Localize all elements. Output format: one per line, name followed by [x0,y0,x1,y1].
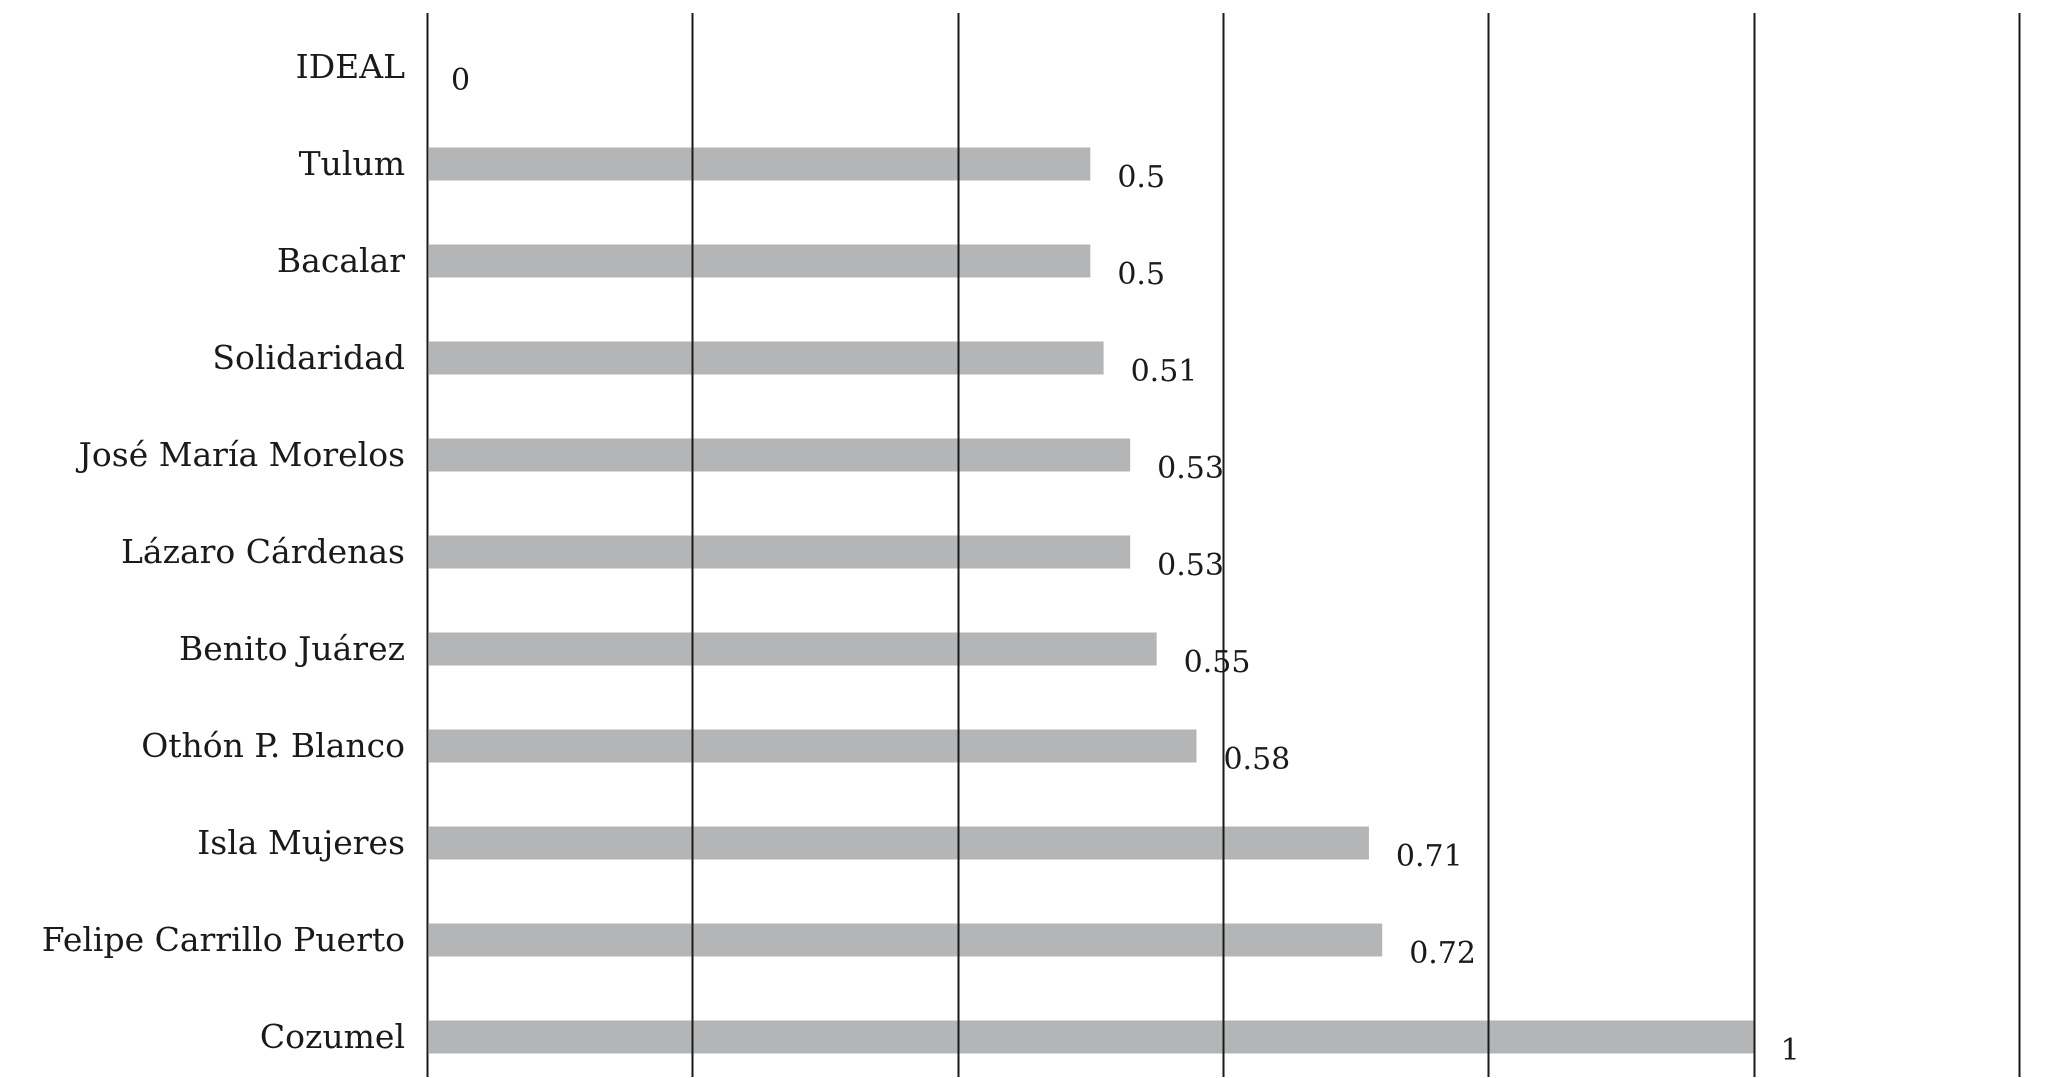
value-label: 0.72 [1409,936,1476,971]
bar [429,438,1131,472]
category-label: Benito Juárez [179,629,405,668]
value-label: 1 [1781,1033,1800,1068]
value-label: 0.51 [1131,354,1198,389]
value-label: 0.53 [1157,451,1224,486]
bar [429,826,1369,860]
bar [429,535,1131,569]
value-label: 0.71 [1396,839,1463,874]
value-label: 0.5 [1117,160,1165,195]
category-label: Lázaro Cárdenas [121,532,405,571]
category-label: Othón P. Blanco [141,726,405,765]
category-label: José María Morelos [76,435,405,474]
bar [429,244,1091,278]
category-label: Solidaridad [212,338,405,377]
category-label: IDEAL [296,47,405,86]
bar [429,632,1157,666]
bar [429,729,1197,763]
category-label: Felipe Carrillo Puerto [42,920,405,959]
bar [429,147,1091,181]
value-label: 0.5 [1117,257,1165,292]
value-label: 0.58 [1223,742,1290,777]
bar [429,341,1104,375]
value-label: 0.53 [1157,548,1224,583]
value-label: 0.55 [1184,645,1251,680]
category-label: Isla Mujeres [197,823,405,862]
category-label: Tulum [299,144,405,183]
category-label: Cozumel [260,1017,405,1056]
category-label: Bacalar [277,241,405,280]
bar [429,1020,1754,1054]
bar [429,923,1383,957]
value-label: 0 [451,63,470,98]
